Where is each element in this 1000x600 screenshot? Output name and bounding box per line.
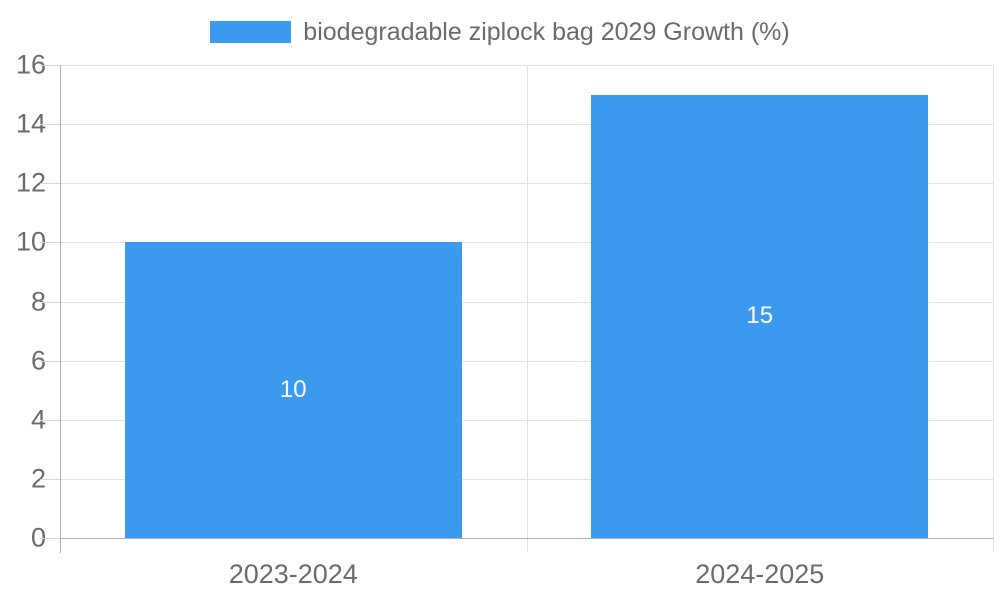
y-tick-mark (40, 242, 60, 244)
y-tick-label: 6 (30, 345, 46, 376)
legend-label: biodegradable ziplock bag 2029 Growth (%… (303, 17, 790, 46)
legend-swatch (210, 21, 292, 43)
y-tick-label: 4 (30, 404, 46, 435)
y-tick-mark (40, 419, 60, 421)
y-tick-mark (40, 183, 60, 185)
y-tick-mark (40, 124, 60, 126)
y-tick-label: 0 (30, 522, 46, 553)
y-tick-mark (40, 65, 60, 66)
bar[interactable]: 15 (591, 94, 929, 538)
bar-value-label: 10 (279, 376, 307, 404)
y-tick-label: 14 (15, 108, 46, 139)
y-tick-mark (40, 478, 60, 480)
y-tick-mark (40, 360, 60, 362)
legend[interactable]: biodegradable ziplock bag 2029 Growth (%… (0, 17, 1000, 47)
x-tick-label: 2023-2024 (228, 559, 358, 589)
y-tick-label: 16 (15, 49, 46, 80)
y-tick-mark (40, 301, 60, 303)
y-tick-label: 2 (30, 463, 46, 494)
plot-right-border (993, 65, 994, 552)
x-gridline (526, 65, 528, 552)
bar-value-label: 15 (746, 302, 774, 330)
plot-area: 10 15 (60, 65, 994, 552)
y-tick-mark (40, 538, 60, 539)
y-axis-line (60, 65, 61, 553)
x-axis-line (60, 538, 993, 539)
bar[interactable]: 10 (124, 242, 462, 538)
y-tick-label: 12 (15, 167, 46, 198)
x-tick-label: 2024-2025 (695, 559, 825, 589)
y-tick-label: 10 (15, 226, 46, 257)
y-tick-label: 8 (30, 286, 46, 316)
